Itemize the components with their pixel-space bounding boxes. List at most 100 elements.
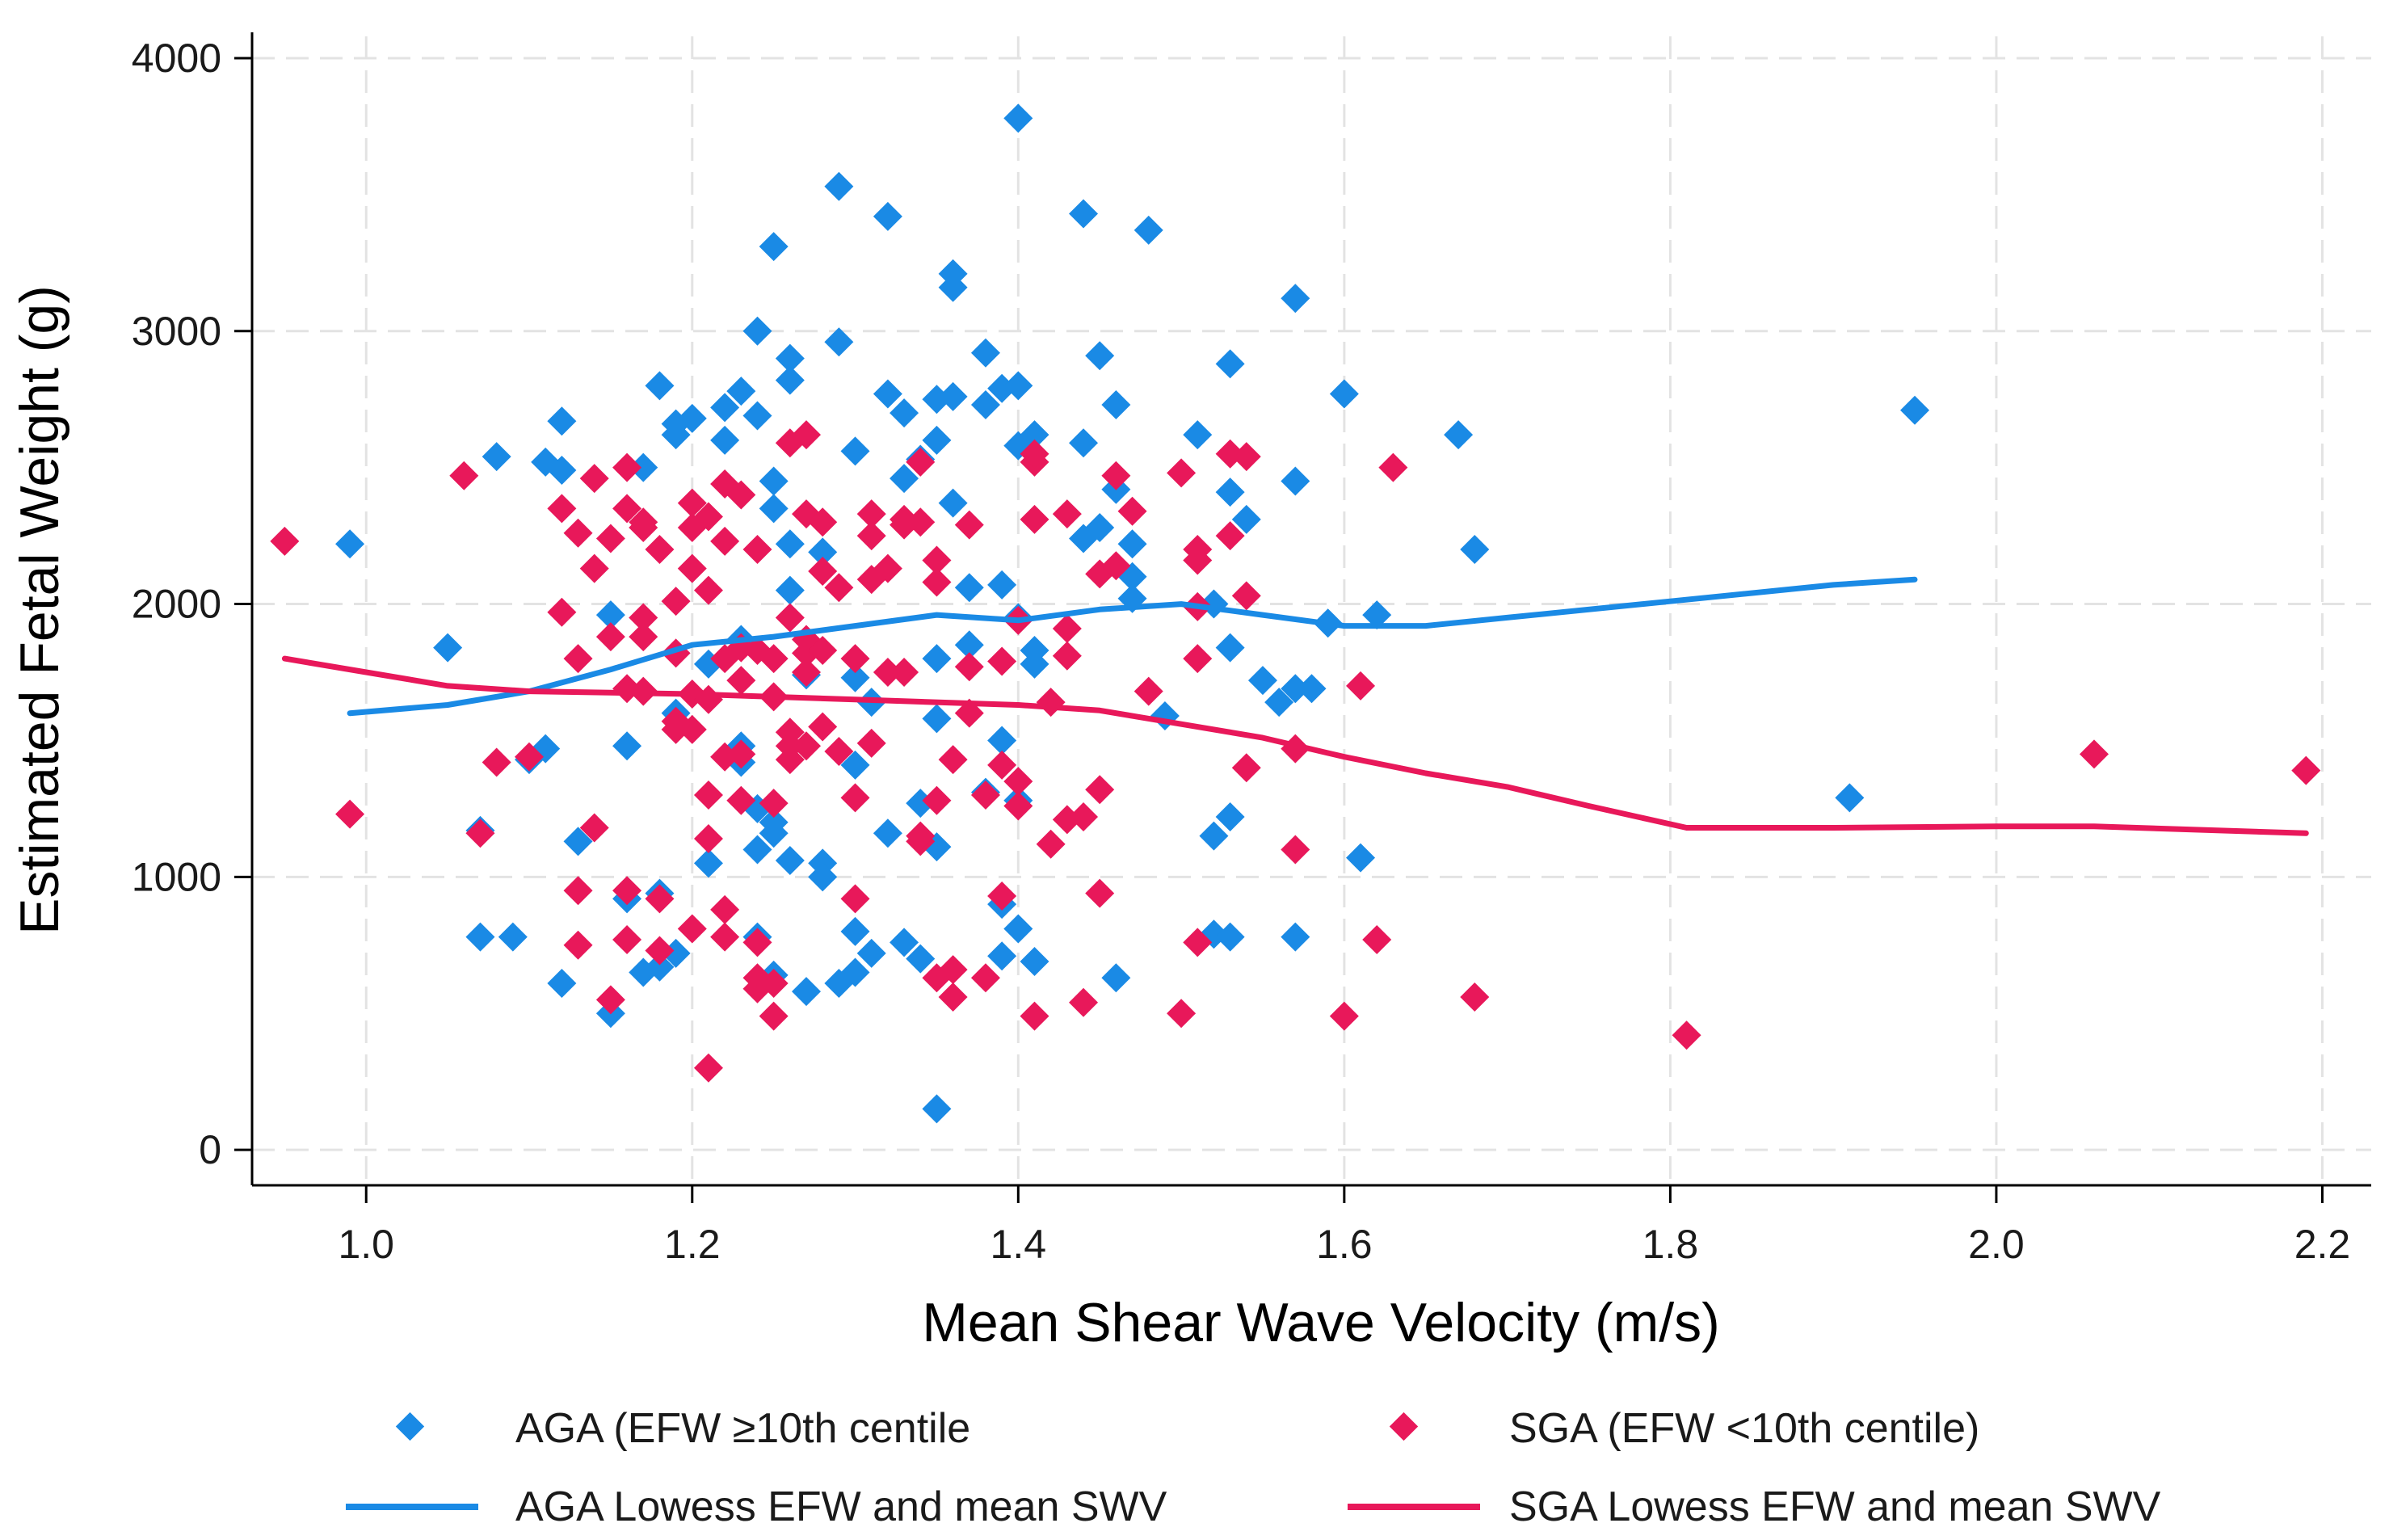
sga-data-point	[742, 928, 772, 957]
aga-data-point	[1329, 379, 1359, 409]
aga-data-point	[1215, 802, 1245, 832]
sga-data-point	[824, 736, 854, 766]
sga-data-point	[987, 881, 1017, 911]
aga-data-point	[938, 488, 968, 518]
y-axis-ticks: 0 1000 2000 3000 4000	[132, 36, 252, 1172]
aga-data-point	[954, 630, 984, 660]
aga-data-point	[759, 232, 789, 262]
aga-data-point	[335, 529, 365, 559]
sga-data-point	[1672, 1020, 1701, 1050]
sga-data-point	[938, 982, 968, 1012]
sga-data-point	[726, 480, 756, 510]
sga-data-point	[856, 728, 886, 758]
aga-data-point	[465, 922, 495, 952]
sga-data-point	[759, 789, 789, 818]
axes	[250, 32, 2371, 1187]
aga-data-point	[742, 316, 772, 346]
sga-data-point	[2079, 739, 2109, 769]
sga-data-point	[1346, 671, 1376, 701]
sga-data-point	[970, 780, 1000, 810]
y-tick-label: 4000	[132, 36, 221, 81]
sga-data-point	[873, 657, 902, 687]
aga-data-point	[547, 456, 577, 486]
sga-data-point	[906, 507, 936, 537]
sga-data-point	[579, 553, 609, 583]
data-series	[270, 103, 2321, 1124]
sga-data-point	[270, 526, 300, 556]
aga-data-point	[808, 537, 838, 567]
sga-data-point	[1134, 676, 1163, 706]
sga-data-point	[1085, 775, 1115, 805]
sga-data-point	[1003, 791, 1033, 821]
aga-data-point	[824, 327, 854, 357]
sga-data-point	[1329, 1001, 1359, 1031]
aga-data-point	[987, 726, 1017, 755]
aga-data-point	[906, 944, 936, 974]
aga-data-point	[840, 916, 870, 946]
sga-data-point	[693, 502, 723, 532]
x-tick-label: 1.2	[664, 1222, 721, 1267]
aga-data-point	[1020, 635, 1049, 665]
aga-data-point	[840, 436, 870, 466]
aga-data-point	[1003, 103, 1033, 133]
sga-data-point	[563, 930, 593, 960]
aga-data-point	[759, 466, 789, 496]
sga-data-point	[465, 818, 495, 848]
sga-data-point	[1183, 545, 1213, 575]
sga-data-point	[1069, 802, 1099, 832]
sga-data-point	[645, 936, 675, 966]
x-tick-label: 2.0	[1968, 1222, 2025, 1267]
sga-data-point	[742, 535, 772, 565]
aga-data-point	[1215, 633, 1245, 663]
sga-data-point	[808, 507, 838, 537]
sga-data-point	[595, 622, 625, 652]
sga-data-point	[987, 750, 1017, 780]
sga-data-point	[1460, 982, 1490, 1012]
sga-data-point	[775, 745, 805, 775]
sga-data-point	[890, 657, 919, 687]
legend: AGA (EFW ≥10th centile SGA (EFW <10th ce…	[346, 1405, 2161, 1530]
aga-data-point	[563, 827, 593, 856]
aga-data-point	[1215, 349, 1245, 379]
aga-data-point	[873, 201, 902, 231]
aga-data-point	[1247, 666, 1277, 696]
aga-data-point	[1281, 284, 1310, 313]
aga-data-point	[742, 835, 772, 865]
sga-data-point	[1085, 878, 1115, 908]
sga-data-point	[677, 553, 707, 583]
aga-data-point	[1346, 843, 1376, 873]
sga-points	[270, 420, 2321, 1083]
aga-data-point	[1020, 420, 1049, 450]
sga-data-point	[840, 884, 870, 914]
sga-data-point	[1020, 439, 1049, 469]
sga-data-point	[1036, 829, 1066, 859]
sga-data-point	[938, 955, 968, 985]
aga-points	[335, 103, 1930, 1124]
aga-data-point	[922, 704, 952, 734]
aga-data-point	[759, 807, 789, 837]
aga-data-point	[890, 928, 919, 957]
aga-data-point	[1460, 535, 1490, 565]
sga-data-point	[677, 488, 707, 518]
sga-data-point	[515, 742, 545, 772]
sga-data-point	[1231, 753, 1261, 783]
sga-data-point	[2291, 755, 2321, 785]
aga-data-point	[890, 398, 919, 428]
legend-item-sga-lowess: SGA Lowess EFW and mean SWV	[1348, 1483, 2161, 1530]
sga-data-point	[629, 507, 658, 537]
aga-data-point	[922, 644, 952, 674]
legend-item-sga: SGA (EFW <10th centile)	[1389, 1405, 1979, 1452]
sga-data-point	[629, 622, 658, 652]
aga-data-point	[1297, 674, 1327, 704]
aga-data-point	[824, 171, 854, 201]
aga-data-point	[1281, 466, 1310, 496]
legend-sga-label: SGA (EFW <10th centile)	[1509, 1405, 1979, 1452]
sga-data-point	[726, 739, 756, 769]
x-tick-label: 1.0	[338, 1222, 394, 1267]
aga-data-point	[856, 938, 886, 968]
sga-data-point	[595, 524, 625, 553]
aga-data-point	[693, 848, 723, 878]
aga-data-point	[840, 957, 870, 987]
aga-data-point	[1281, 922, 1310, 952]
sga-data-point	[1117, 496, 1147, 526]
